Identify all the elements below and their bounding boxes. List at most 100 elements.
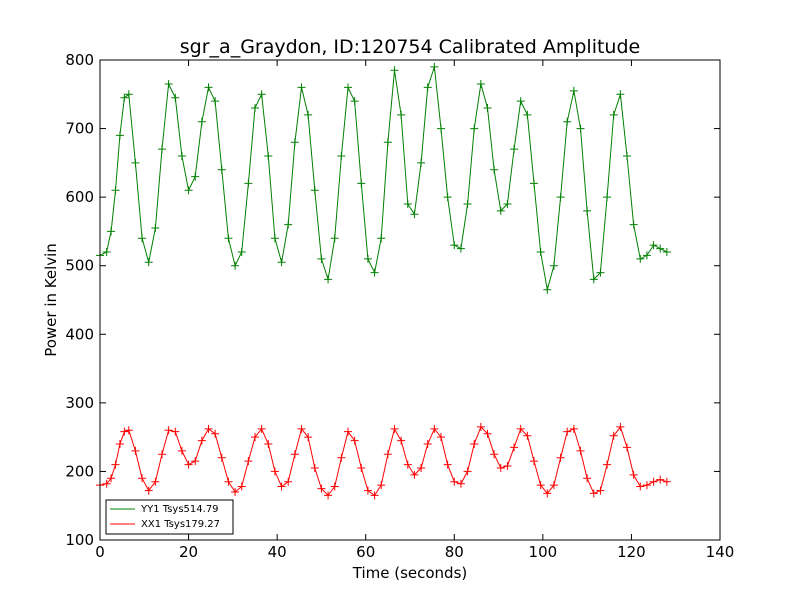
data-point-yy1 [576, 124, 585, 133]
series-line-yy1 [99, 66, 668, 290]
data-point-yy1 [244, 179, 253, 188]
x-tick-label: 60 [356, 543, 375, 561]
data-point-yy1 [277, 258, 286, 267]
data-point-yy1 [204, 83, 213, 92]
data-point-yy1 [649, 241, 658, 250]
data-point-yy1 [450, 241, 459, 250]
data-point-yy1 [111, 186, 120, 195]
x-tick-label: 20 [179, 543, 198, 561]
data-point-yy1 [350, 97, 359, 106]
data-point-yy1 [377, 234, 386, 243]
data-point-xx1 [251, 433, 259, 442]
x-axis-title: Time (seconds) [352, 564, 468, 582]
data-point-yy1 [264, 152, 273, 160]
data-point-yy1 [337, 152, 346, 160]
data-point-xx1 [503, 461, 512, 470]
data-point-yy1 [496, 206, 505, 215]
data-point-yy1 [530, 179, 538, 188]
data-point-xx1 [357, 464, 366, 472]
data-point-yy1 [224, 234, 233, 243]
data-point-xx1 [523, 431, 532, 440]
data-point-yy1 [629, 220, 638, 229]
data-point-xx1 [350, 436, 359, 445]
data-point-yy1 [184, 186, 193, 195]
data-point-xx1 [111, 460, 120, 469]
data-point-xx1 [197, 436, 206, 445]
data-point-xx1 [377, 481, 386, 490]
data-point-xx1 [344, 427, 352, 436]
data-point-yy1 [177, 152, 186, 160]
data-point-xx1 [536, 481, 545, 490]
data-point-xx1 [120, 427, 129, 436]
y-tick-label: 300 [65, 394, 94, 412]
data-point-xx1 [596, 486, 605, 495]
data-point-xx1 [177, 446, 186, 455]
legend: YY1 Tsys514.79 XX1 Tsys179.27 [105, 499, 234, 535]
data-point-xx1 [191, 457, 200, 466]
data-point-yy1 [363, 254, 372, 263]
data-point-xx1 [623, 443, 631, 452]
data-point-xx1 [397, 436, 406, 445]
data-point-yy1 [211, 97, 220, 106]
data-point-xx1 [516, 424, 525, 433]
ticks-layer: 0 20 40 60 80 100 120 140 100 200 300 400 500 600 700 8… [65, 51, 734, 561]
data-point-yy1 [623, 152, 631, 160]
series-line-xx1 [99, 425, 668, 497]
data-point-yy1 [191, 172, 200, 181]
data-point-yy1 [297, 83, 306, 92]
data-point-yy1 [231, 261, 240, 270]
data-point-yy1 [556, 193, 565, 202]
data-point-yy1 [563, 117, 572, 126]
data-point-yy1 [330, 234, 339, 243]
y-axis-title: Power in Kelvin [42, 243, 60, 357]
data-point-yy1 [603, 193, 612, 202]
data-point-yy1 [284, 220, 293, 229]
data-point-xx1 [603, 460, 612, 469]
data-point-xx1 [277, 482, 286, 491]
data-point-xx1 [257, 424, 266, 433]
y-tick-label: 700 [65, 120, 94, 138]
data-point-yy1 [357, 179, 366, 188]
data-point-yy1 [589, 275, 598, 284]
data-point-xx1 [410, 470, 419, 479]
data-point-xx1 [510, 443, 519, 452]
data-point-xx1 [184, 460, 193, 469]
y-tick-label: 400 [65, 325, 94, 343]
data-point-yy1 [523, 110, 532, 119]
data-point-xx1 [662, 477, 671, 486]
data-point-xx1 [115, 440, 124, 448]
data-point-xx1 [224, 477, 233, 486]
data-point-yy1 [536, 248, 545, 256]
data-point-yy1 [483, 104, 492, 112]
data-point-xx1 [476, 422, 485, 431]
data-point-yy1 [290, 138, 299, 147]
data-point-xx1 [231, 488, 240, 496]
data-point-yy1 [516, 97, 525, 106]
data-point-xx1 [284, 477, 293, 486]
data-point-xx1 [390, 424, 399, 433]
data-point-xx1 [463, 467, 472, 476]
data-point-xx1 [264, 440, 273, 448]
data-point-yy1 [470, 124, 479, 133]
plot-layer [96, 62, 671, 500]
data-point-xx1 [144, 486, 153, 495]
data-point-yy1 [390, 66, 399, 75]
data-point-xx1 [244, 457, 253, 466]
x-tick-label: 0 [95, 543, 105, 561]
data-point-yy1 [171, 93, 180, 102]
data-point-xx1 [589, 489, 598, 498]
data-point-yy1 [662, 248, 671, 256]
data-point-xx1 [543, 489, 552, 498]
data-point-yy1 [120, 93, 129, 102]
data-point-yy1 [423, 83, 432, 92]
data-point-xx1 [437, 433, 445, 442]
data-point-yy1 [430, 62, 439, 71]
data-point-yy1 [383, 138, 392, 147]
data-point-xx1 [616, 422, 625, 431]
data-point-xx1 [138, 474, 147, 483]
data-point-xx1 [629, 470, 638, 479]
data-point-xx1 [102, 479, 111, 488]
data-point-xx1 [370, 491, 379, 500]
data-point-yy1 [437, 124, 445, 133]
